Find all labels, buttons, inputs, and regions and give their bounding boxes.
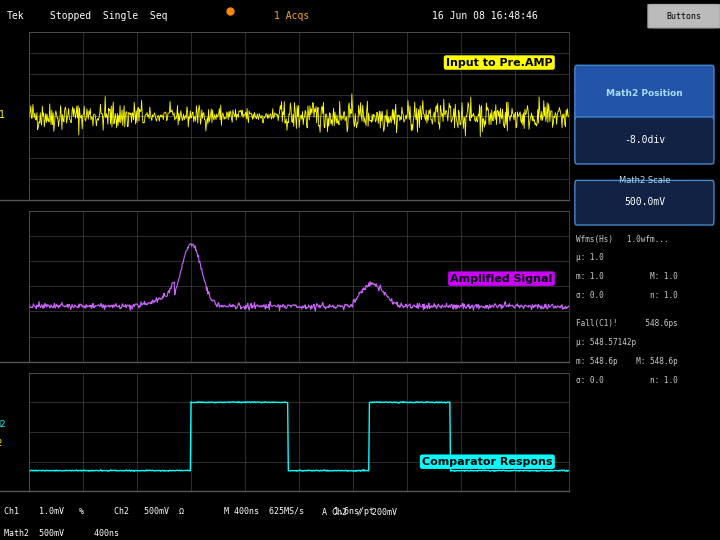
Text: μ: 548.57142p: μ: 548.57142p — [577, 338, 636, 347]
Text: M2: M2 — [0, 420, 5, 429]
Text: Wfms(Hs)   1.0wfm...: Wfms(Hs) 1.0wfm... — [577, 234, 669, 244]
Text: Fall(C1)!      548.6ps: Fall(C1)! 548.6ps — [577, 319, 678, 328]
FancyBboxPatch shape — [575, 180, 714, 225]
Text: Math2  500mV      400ns: Math2 500mV 400ns — [4, 529, 119, 538]
Text: μ: 1.0: μ: 1.0 — [577, 253, 604, 262]
Text: Comparator Respons: Comparator Respons — [422, 457, 553, 467]
Text: 500.0mV: 500.0mV — [624, 198, 665, 207]
Text: Stopped  Single  Seq: Stopped Single Seq — [50, 11, 168, 21]
Text: Input to Pre.AMP: Input to Pre.AMP — [446, 58, 553, 68]
Text: Math2 Scale: Math2 Scale — [618, 176, 670, 185]
Text: -8.0div: -8.0div — [624, 136, 665, 145]
FancyBboxPatch shape — [575, 117, 714, 164]
Text: A Ch2  /  200mV: A Ch2 / 200mV — [323, 508, 397, 516]
Text: σ: 0.0          n: 1.0: σ: 0.0 n: 1.0 — [577, 291, 678, 300]
Text: Amplified Signal: Amplified Signal — [450, 274, 553, 284]
Text: Tek: Tek — [7, 11, 24, 21]
FancyBboxPatch shape — [648, 4, 720, 28]
FancyBboxPatch shape — [575, 65, 714, 122]
Text: σ: 0.0          n: 1.0: σ: 0.0 n: 1.0 — [577, 375, 678, 384]
Text: 1: 1 — [0, 110, 5, 120]
Text: 16 Jun 08 16:48:46: 16 Jun 08 16:48:46 — [432, 11, 538, 21]
Text: 1 Acqs: 1 Acqs — [274, 11, 309, 21]
Text: Math2 Position: Math2 Position — [606, 89, 683, 98]
Text: 2: 2 — [0, 439, 1, 448]
Text: m: 548.6p    M: 548.6p: m: 548.6p M: 548.6p — [577, 357, 678, 366]
Text: m: 1.0          M: 1.0: m: 1.0 M: 1.0 — [577, 272, 678, 281]
Text: Ch1    1.0mV   %      Ch2   500mV  Ω        M 400ns  625MS/s      1.6ns/pt: Ch1 1.0mV % Ch2 500mV Ω M 400ns 625MS/s … — [4, 508, 374, 516]
Text: Buttons: Buttons — [667, 12, 701, 21]
